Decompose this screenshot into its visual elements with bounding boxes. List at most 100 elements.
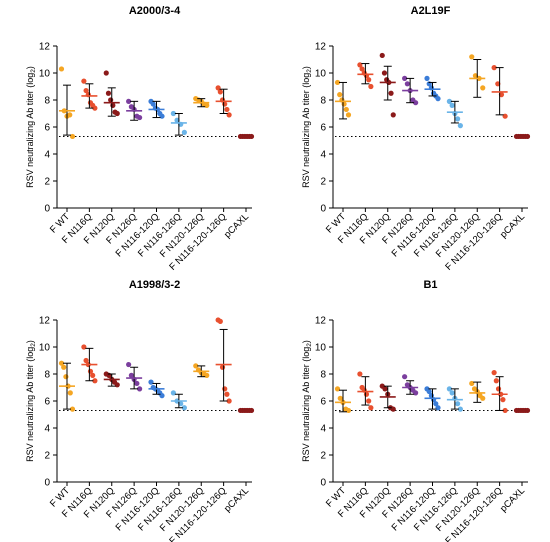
data-point: [500, 397, 506, 403]
x-tick-label: pCAXL: [498, 485, 527, 514]
data-point: [226, 398, 232, 404]
data-point: [449, 102, 455, 108]
y-tick-label: 12: [315, 316, 327, 327]
data-point: [382, 386, 388, 392]
data-point: [343, 106, 349, 113]
y-tick-label: 6: [44, 397, 50, 408]
y-tick-label: 6: [320, 397, 326, 408]
data-point: [63, 374, 69, 380]
data-point: [357, 62, 363, 68]
data-point: [457, 123, 463, 129]
chart-panel: B1 RSV neutralizing Ab titer (log2) 0 2 4 6 8 1…: [301, 279, 531, 542]
data-point: [174, 117, 180, 123]
data-point: [128, 372, 134, 378]
data-point: [219, 364, 226, 370]
data-point: [379, 52, 385, 59]
y-axis-label: RSV neutralizing Ab titer (log2): [301, 66, 313, 188]
data-point: [446, 386, 452, 392]
data-point: [402, 75, 408, 81]
y-tick-label: 8: [44, 96, 50, 107]
data-point: [457, 406, 463, 412]
data-point: [83, 357, 89, 364]
data-point: [217, 89, 223, 95]
data-point: [426, 388, 432, 395]
data-point: [334, 386, 341, 392]
y-tick-label: 10: [315, 69, 327, 80]
data-point: [226, 112, 232, 118]
y-tick-label: 0: [44, 204, 50, 215]
data-point: [114, 110, 120, 117]
y-tick-label: 6: [44, 123, 50, 134]
data-point: [224, 391, 230, 397]
data-point: [337, 395, 343, 401]
data-point: [388, 90, 394, 96]
data-point: [224, 106, 230, 113]
data-point: [126, 361, 132, 368]
x-tick-label: pCAXL: [222, 485, 251, 514]
y-axis-label: RSV neutralizing Ab titer (log2): [301, 340, 313, 462]
data-point: [435, 405, 441, 411]
data-point: [334, 79, 341, 86]
data-point: [83, 87, 89, 94]
y-tick-label: 4: [320, 424, 326, 435]
y-tick-label: 6: [320, 123, 326, 134]
y-tick-label: 0: [320, 478, 326, 489]
data-point: [148, 379, 154, 385]
data-point: [368, 83, 374, 90]
y-tick-label: 0: [44, 478, 50, 489]
data-point: [502, 113, 508, 119]
data-point: [480, 395, 486, 401]
data-point: [170, 110, 176, 117]
data-point: [446, 98, 452, 104]
data-point: [491, 65, 497, 71]
y-tick-label: 12: [39, 316, 51, 327]
data-point: [181, 405, 187, 411]
data-point: [58, 360, 65, 366]
data-point: [337, 92, 343, 98]
data-point: [222, 101, 228, 107]
y-axis-label: RSV neutralizing Ab titer (log2): [25, 340, 37, 462]
data-point: [449, 390, 455, 396]
chart-title: A2000/3-4: [129, 5, 181, 17]
data-point: [103, 70, 109, 76]
data-point: [413, 390, 419, 396]
data-point: [455, 401, 461, 407]
y-tick-label: 10: [39, 69, 51, 80]
y-tick-label: 0: [320, 204, 326, 215]
data-point: [159, 113, 165, 119]
data-point: [150, 101, 156, 107]
data-point: [345, 112, 352, 118]
data-point: [92, 105, 98, 111]
chart-panel: A1998/3-2 RSV neutralizing Ab titer (log2…: [25, 279, 255, 542]
data-point: [413, 100, 419, 106]
y-tick-label: 10: [315, 343, 327, 354]
y-tick-label: 4: [44, 150, 50, 161]
data-point: [359, 66, 365, 72]
y-tick-label: 8: [44, 370, 50, 381]
data-point: [495, 386, 502, 392]
data-point: [114, 382, 120, 388]
data-point: [193, 363, 199, 369]
data-point: [357, 371, 363, 377]
y-tick-label: 12: [315, 42, 327, 53]
data-point: [390, 406, 396, 412]
x-tick-label: pCAXL: [498, 211, 527, 240]
data-point: [61, 364, 67, 370]
data-point: [433, 401, 439, 407]
data-point: [368, 405, 374, 411]
chart-panel: A2000/3-4 RSV neutralizing Ab titer (log2…: [25, 5, 255, 273]
y-tick-label: 2: [320, 177, 326, 188]
data-point: [215, 85, 221, 91]
data-point: [217, 318, 223, 324]
data-point: [204, 102, 210, 108]
data-point: [424, 75, 430, 81]
y-tick-label: 8: [320, 96, 326, 107]
data-point: [435, 96, 441, 102]
data-point: [178, 401, 184, 407]
x-tick-label: pCAXL: [222, 211, 251, 240]
data-point: [472, 73, 479, 79]
y-tick-label: 4: [44, 424, 50, 435]
data-point: [137, 114, 143, 121]
data-point: [110, 102, 116, 108]
